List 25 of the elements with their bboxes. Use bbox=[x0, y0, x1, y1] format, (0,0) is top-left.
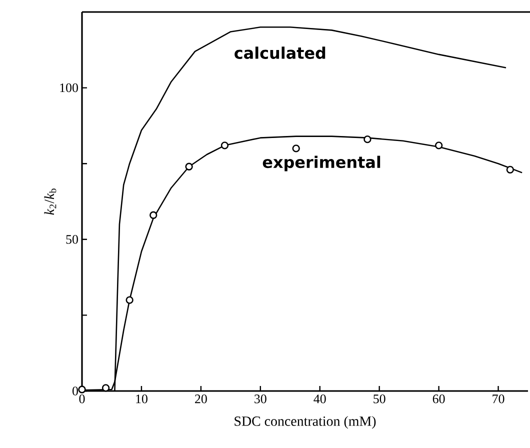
series-label: calculated bbox=[234, 46, 326, 59]
point bbox=[364, 136, 372, 144]
point bbox=[126, 296, 134, 304]
point bbox=[102, 384, 110, 392]
series-label: experimental bbox=[262, 156, 380, 172]
point bbox=[292, 144, 300, 152]
point bbox=[506, 166, 514, 174]
point bbox=[150, 211, 158, 219]
x-axis-title: SDC concentration (mM) bbox=[234, 416, 376, 429]
x-tick-label: 30 bbox=[254, 394, 266, 404]
y-axis-title: k$_{2}$/k$_{b}$ bbox=[44, 188, 56, 215]
point bbox=[220, 142, 229, 150]
x-tick-label: 0 bbox=[79, 394, 85, 404]
y-tick-label: 100 bbox=[60, 83, 78, 92]
point bbox=[434, 142, 443, 150]
x-tick-label: 60 bbox=[432, 394, 445, 404]
y-tick-label: 50 bbox=[66, 235, 78, 244]
x-tick-label: 50 bbox=[374, 394, 386, 404]
x-tick-label: 10 bbox=[136, 394, 148, 404]
point bbox=[185, 162, 193, 170]
y-tick-label: 0 bbox=[72, 386, 78, 396]
x-tick-label: 70 bbox=[492, 394, 504, 404]
x-tick-label: 20 bbox=[195, 394, 207, 404]
x-tick-label: 40 bbox=[314, 394, 326, 404]
point bbox=[78, 386, 86, 394]
